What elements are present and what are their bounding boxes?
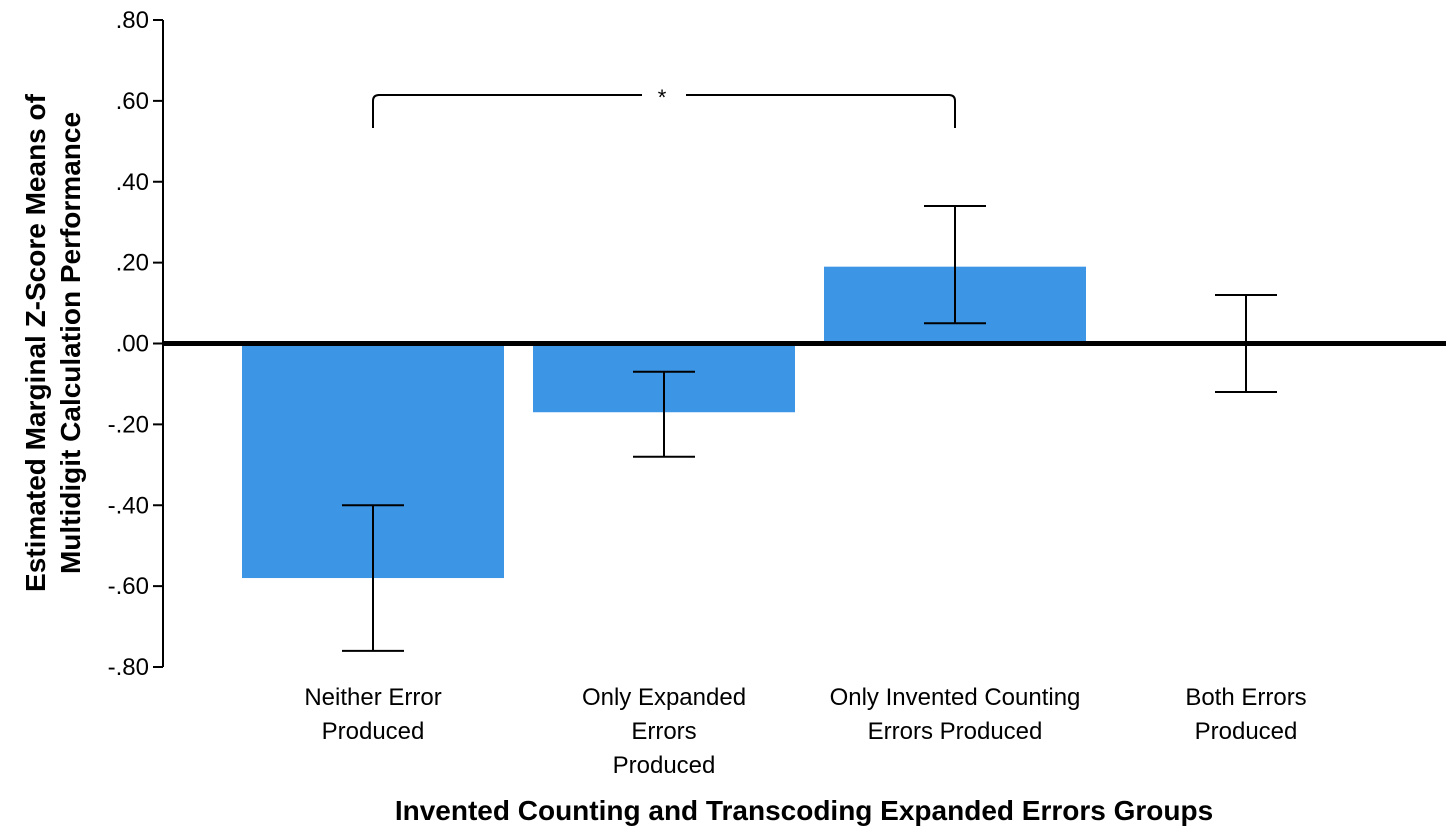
x-category-label-line: Only Invented Counting (830, 684, 1081, 711)
error-bar (342, 504, 404, 652)
bracket-right (686, 94, 956, 128)
y-tick-label: .60 (116, 88, 149, 115)
x-category-labels: Neither Error Produced Only Expanded Errors… (304, 684, 1306, 779)
y-axis-title-line: Multidigit Calculation Performance (55, 112, 86, 574)
significance-marker: * (658, 85, 667, 110)
x-category-label-line: Produced (613, 752, 716, 779)
y-axis: .80 .60 .40 .20 .00 -.20 -.40 -.60 -.80 (108, 7, 164, 681)
y-tick-label: .20 (116, 250, 149, 277)
x-category-label: Neither Error Produced (304, 684, 441, 745)
error-bar (924, 205, 986, 325)
x-category-label-line: Errors Produced (868, 718, 1043, 745)
x-category-label: Only Invented Counting Errors Produced (830, 684, 1081, 745)
x-category-label: Both Errors Produced (1185, 684, 1306, 745)
x-category-label: Only Expanded Errors Produced (582, 684, 746, 779)
y-axis-title: Estimated Marginal Z-Score Means of Multi… (20, 93, 86, 592)
significance-bracket: * (372, 85, 956, 128)
y-tick-label: -.20 (108, 411, 149, 438)
error-bars (342, 205, 1277, 652)
error-bar (633, 370, 695, 458)
y-axis-title-line: Estimated Marginal Z-Score Means of (20, 93, 51, 592)
x-category-label-line: Neither Error (304, 684, 441, 711)
x-axis-title: Invented Counting and Transcoding Expand… (395, 795, 1213, 826)
x-category-label-line: Produced (1195, 718, 1298, 745)
x-category-label-line: Produced (322, 718, 425, 745)
x-category-label-line: Only Expanded (582, 684, 746, 711)
y-tick-label: -.40 (108, 492, 149, 519)
y-tick-label: .00 (116, 331, 149, 358)
y-tick-label: -.60 (108, 573, 149, 600)
error-bar (1215, 293, 1277, 394)
y-tick-label: .40 (116, 169, 149, 196)
bracket-left (372, 94, 642, 128)
x-category-label-line: Both Errors (1185, 684, 1306, 711)
x-category-label-line: Errors (631, 718, 696, 745)
y-tick-label: .80 (116, 7, 149, 34)
y-tick-label: -.80 (108, 654, 149, 681)
